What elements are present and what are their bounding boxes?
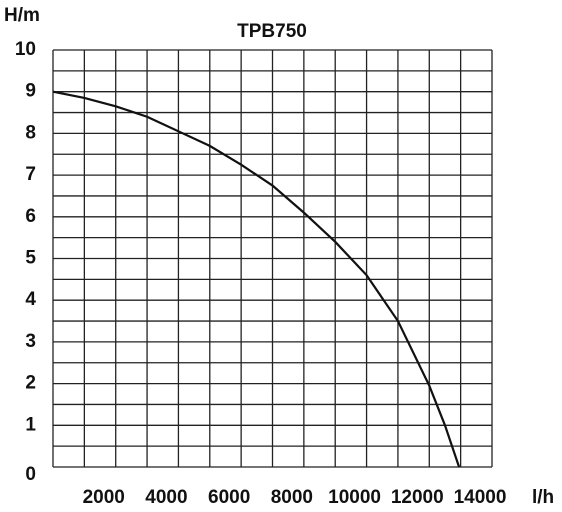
y-tick-label: 6	[25, 206, 36, 227]
x-axis-label: l/h	[532, 487, 554, 508]
x-tick-label: 10000	[328, 487, 381, 508]
x-tick-label: 8000	[271, 487, 313, 508]
chart-title: TPB750	[237, 21, 307, 42]
y-tick-label: 9	[25, 81, 36, 102]
y-tick-label: 8	[25, 122, 36, 143]
y-tick-label: 7	[25, 164, 36, 185]
y-tick-label: 4	[25, 289, 36, 310]
y-tick-label: 10	[15, 39, 36, 60]
x-tick-label: 2000	[83, 487, 125, 508]
y-tick-label: 1	[25, 414, 36, 435]
y-tick-label: 3	[25, 331, 36, 352]
y-tick-label: 2	[25, 373, 36, 394]
y-tick-label: 0	[25, 464, 36, 485]
y-tick-label: 5	[25, 248, 36, 269]
x-tick-label: 14000	[454, 487, 507, 508]
x-tick-label: 12000	[391, 487, 444, 508]
curve	[52, 90, 461, 468]
y-axis-label: H/m	[4, 5, 40, 26]
x-tick-label: 4000	[145, 487, 187, 508]
x-tick-label: 6000	[208, 487, 250, 508]
